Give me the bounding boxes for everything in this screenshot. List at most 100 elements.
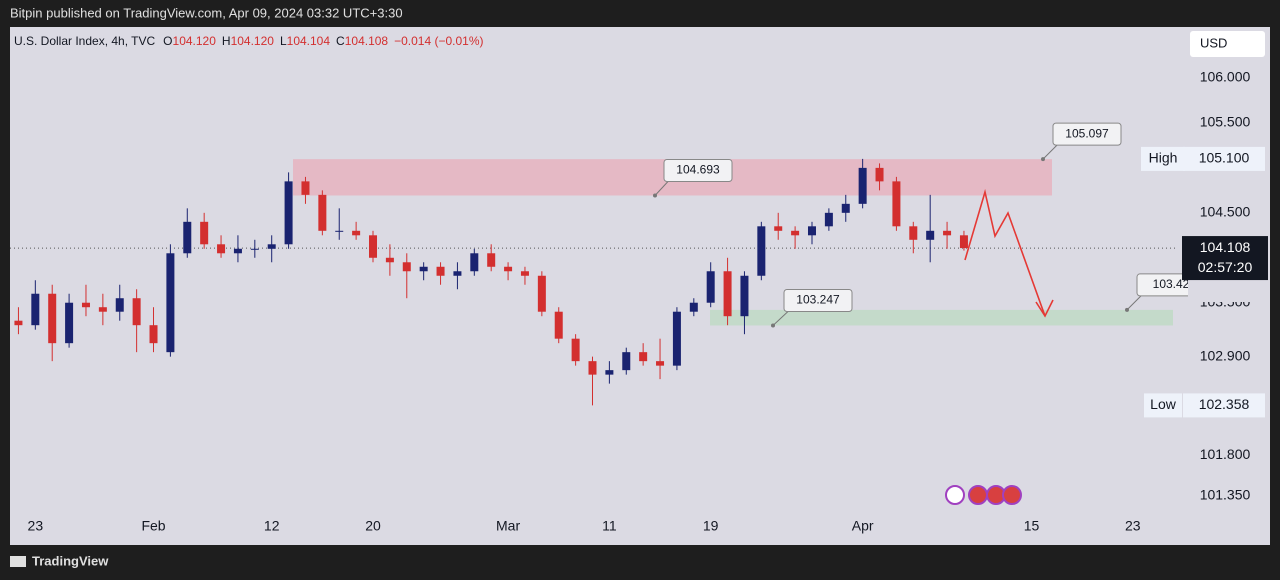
candle-body <box>98 307 107 312</box>
y-tick-label: 105.500 <box>1200 114 1251 130</box>
candle-body <box>943 230 952 236</box>
label: H <box>222 34 231 48</box>
candle-body <box>419 266 428 272</box>
candle-body <box>875 167 884 182</box>
symbol: U.S. Dollar Index, 4h, TVC <box>14 34 156 48</box>
marker-label-box <box>1141 146 1185 171</box>
candle-body <box>656 361 665 366</box>
icon <box>968 485 988 505</box>
candle-body <box>537 275 546 312</box>
candle-body <box>706 271 715 303</box>
marker-label: High <box>1149 150 1178 166</box>
marker-label: Low <box>1150 396 1177 412</box>
candle-body <box>200 221 209 245</box>
x-tick-label: 19 <box>703 518 719 534</box>
callout-label: 105.097 <box>1065 126 1109 140</box>
x-tick-label: Feb <box>141 518 165 534</box>
candle-body <box>858 167 867 204</box>
legend: U.S. Dollar Index, 4h, TVC O104.120 H104.1… <box>14 34 484 48</box>
candle-body <box>554 311 563 339</box>
marker-value-box <box>1183 393 1265 418</box>
candle-body <box>250 248 259 250</box>
callout-box <box>663 158 733 182</box>
marker-value-box <box>1183 146 1265 171</box>
x-tick-label: 23 <box>1125 518 1141 534</box>
candle-body <box>183 221 192 254</box>
callout-anchor <box>1125 307 1129 312</box>
last-price-box <box>1182 236 1268 281</box>
candle-body <box>65 302 74 344</box>
candle-body <box>352 230 361 236</box>
candle-body <box>402 262 411 272</box>
publisher: Bitpin published on TradingView.com, Apr… <box>10 5 403 20</box>
label: L <box>280 34 287 48</box>
x-tick-label: 12 <box>264 518 280 534</box>
currency-button[interactable] <box>1190 31 1265 57</box>
candle-body <box>926 230 935 240</box>
label: C <box>336 34 345 48</box>
value: 104.108 <box>345 34 389 48</box>
y-tick-label: 104.500 <box>1200 204 1251 220</box>
callout-pointer <box>772 311 789 326</box>
x-tick-label: 11 <box>602 518 617 534</box>
callout-pointer <box>654 181 669 196</box>
candle-body <box>436 266 445 276</box>
arrow-head <box>1035 299 1054 318</box>
candle-body <box>453 271 462 276</box>
value: 104.120 <box>231 34 275 48</box>
candle-body <box>132 298 141 326</box>
candle-body <box>318 194 327 231</box>
candle-body <box>959 235 968 249</box>
candle-body <box>166 253 175 353</box>
candle-body <box>588 361 597 375</box>
y-tick-label: 101.800 <box>1200 446 1251 462</box>
candle-body <box>807 226 816 236</box>
x-tick-label: Mar <box>496 518 520 534</box>
event-icons <box>945 485 1022 505</box>
candle-body <box>284 181 293 245</box>
x-tick-label: 20 <box>365 518 381 534</box>
candle-body <box>622 352 631 371</box>
candle-body <box>369 235 378 258</box>
callout-pointer <box>1042 144 1058 160</box>
callout-label: 103.42 <box>1153 277 1190 291</box>
marker-value: 102.358 <box>1199 396 1250 412</box>
y-tick-label: 101.350 <box>1200 487 1251 503</box>
change: −0.014 (−0.01%) <box>394 34 483 48</box>
candle-body <box>335 230 344 232</box>
icon <box>945 485 965 505</box>
x-tick-label: 15 <box>1024 518 1040 534</box>
y-tick-label: 106.000 <box>1200 69 1251 85</box>
callout-anchor <box>653 193 657 198</box>
candle-body <box>672 311 681 366</box>
candle-body <box>520 271 529 276</box>
candle-body <box>791 230 800 236</box>
value: 104.120 <box>173 34 217 48</box>
candle-body <box>385 257 394 263</box>
candle-body <box>470 253 479 272</box>
countdown: 02:57:20 <box>1198 259 1253 275</box>
label: O <box>163 34 172 48</box>
candle-body <box>149 325 158 344</box>
callout-box <box>1052 122 1122 146</box>
plot: 106.000105.500104.500103.500102.900101.8… <box>10 69 1270 534</box>
candle-body <box>757 226 766 276</box>
brand: TradingView <box>32 553 109 568</box>
projection-arrow <box>964 188 1046 317</box>
currency[interactable]: USD <box>1200 35 1227 50</box>
callout-anchor <box>771 323 775 328</box>
candle-body <box>217 244 226 254</box>
candle-body <box>723 271 732 317</box>
candle-body <box>31 293 40 326</box>
candle-body <box>774 226 783 231</box>
callout-anchor <box>1041 157 1045 162</box>
candle-body <box>487 253 496 267</box>
candle-body <box>689 302 698 312</box>
candle-body <box>267 244 276 249</box>
candle-body <box>233 248 242 254</box>
last-price: 104.108 <box>1200 239 1251 255</box>
candle-body <box>841 203 850 213</box>
marker-value: 105.100 <box>1199 150 1250 166</box>
callout-label: 104.693 <box>676 163 720 177</box>
